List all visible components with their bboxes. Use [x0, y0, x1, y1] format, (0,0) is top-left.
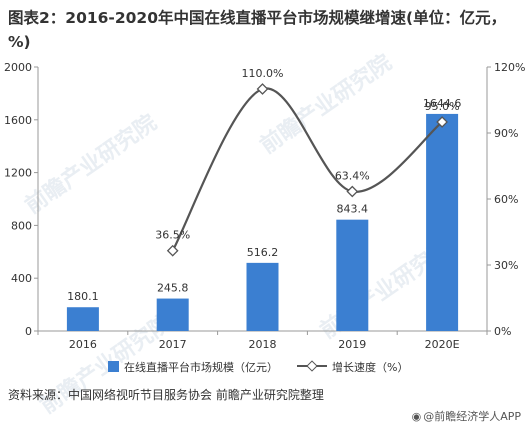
x-tick-label: 2020E	[425, 338, 460, 351]
y-left-tick-label: 1200	[4, 167, 32, 180]
bar-value-label: 843.4	[337, 203, 369, 216]
chart-title: 图表2：2016-2020年中国在线直播平台市场规模继增速(单位：亿元，%)	[8, 9, 507, 51]
legend: 在线直播平台市场规模（亿元） 增长速度（%）	[108, 360, 408, 374]
watermark-text-0: 前瞻产业研究院	[20, 109, 161, 219]
y-left-tick-label: 800	[11, 219, 32, 232]
bar-value-label: 245.8	[157, 282, 189, 295]
legend-line-label: 增长速度（%）	[332, 360, 408, 374]
source-note: 资料来源：中国网络视听节目服务协会 前瞻产业研究院整理	[8, 388, 324, 402]
bar	[66, 307, 99, 331]
bar	[156, 298, 189, 331]
line-value-label: 110.0%	[242, 67, 284, 80]
y-right-tick-label: 60%	[494, 193, 518, 206]
bar-value-label: 1644.6	[423, 97, 462, 110]
legend-line-marker	[306, 360, 318, 372]
y-right-tick-label: 90%	[494, 127, 518, 140]
growth-line-path	[171, 87, 443, 252]
bar	[246, 262, 279, 331]
x-tick-label: 2017	[159, 338, 187, 351]
bar	[426, 113, 459, 331]
legend-bar-swatch	[108, 361, 119, 372]
bar-value-label: 180.1	[67, 290, 99, 303]
y-left-tick-label: 1600	[4, 114, 32, 127]
line-value-label: 63.4%	[335, 170, 370, 183]
bars	[66, 113, 459, 331]
watermark-text-1: 前瞻产业研究院	[255, 49, 396, 159]
y-left-tick-label: 0	[25, 325, 32, 338]
growth-marker	[436, 116, 448, 128]
legend-bar-label: 在线直播平台市场规模（亿元）	[124, 360, 278, 374]
brand-logo-icon: ◉	[411, 410, 422, 423]
bar	[336, 219, 369, 331]
y-right-tick-label: 120%	[494, 61, 525, 74]
growth-marker	[346, 185, 359, 198]
brand-credit: ◉ @前瞻经济学人APP	[412, 408, 521, 424]
y-left-tick-label: 2000	[4, 61, 32, 74]
x-tick-label: 2018	[249, 338, 277, 351]
line-value-label: 36.5%	[155, 229, 190, 242]
bar-value-label: 516.2	[247, 246, 279, 259]
brand-text: @前瞻经济学人APP	[423, 410, 521, 423]
growth-marker	[166, 244, 179, 257]
data-labels: 180.1 245.8 516.2 843.4 1644.6 36.5% 110.0% 63.…	[67, 67, 461, 303]
axes: 0 400 800 1200 1600 2000 0% 30% 60% 90% 120% 2016 20…	[4, 61, 525, 351]
growth-marker	[256, 83, 269, 95]
y-right-tick-label: 0%	[494, 325, 511, 338]
x-tick-label: 2019	[338, 338, 366, 351]
y-right-tick-label: 30%	[494, 259, 518, 272]
y-left-tick-label: 400	[11, 272, 32, 285]
growth-line	[166, 83, 448, 257]
line-value-label: 95.0%	[425, 100, 460, 113]
x-tick-label: 2016	[69, 338, 97, 351]
